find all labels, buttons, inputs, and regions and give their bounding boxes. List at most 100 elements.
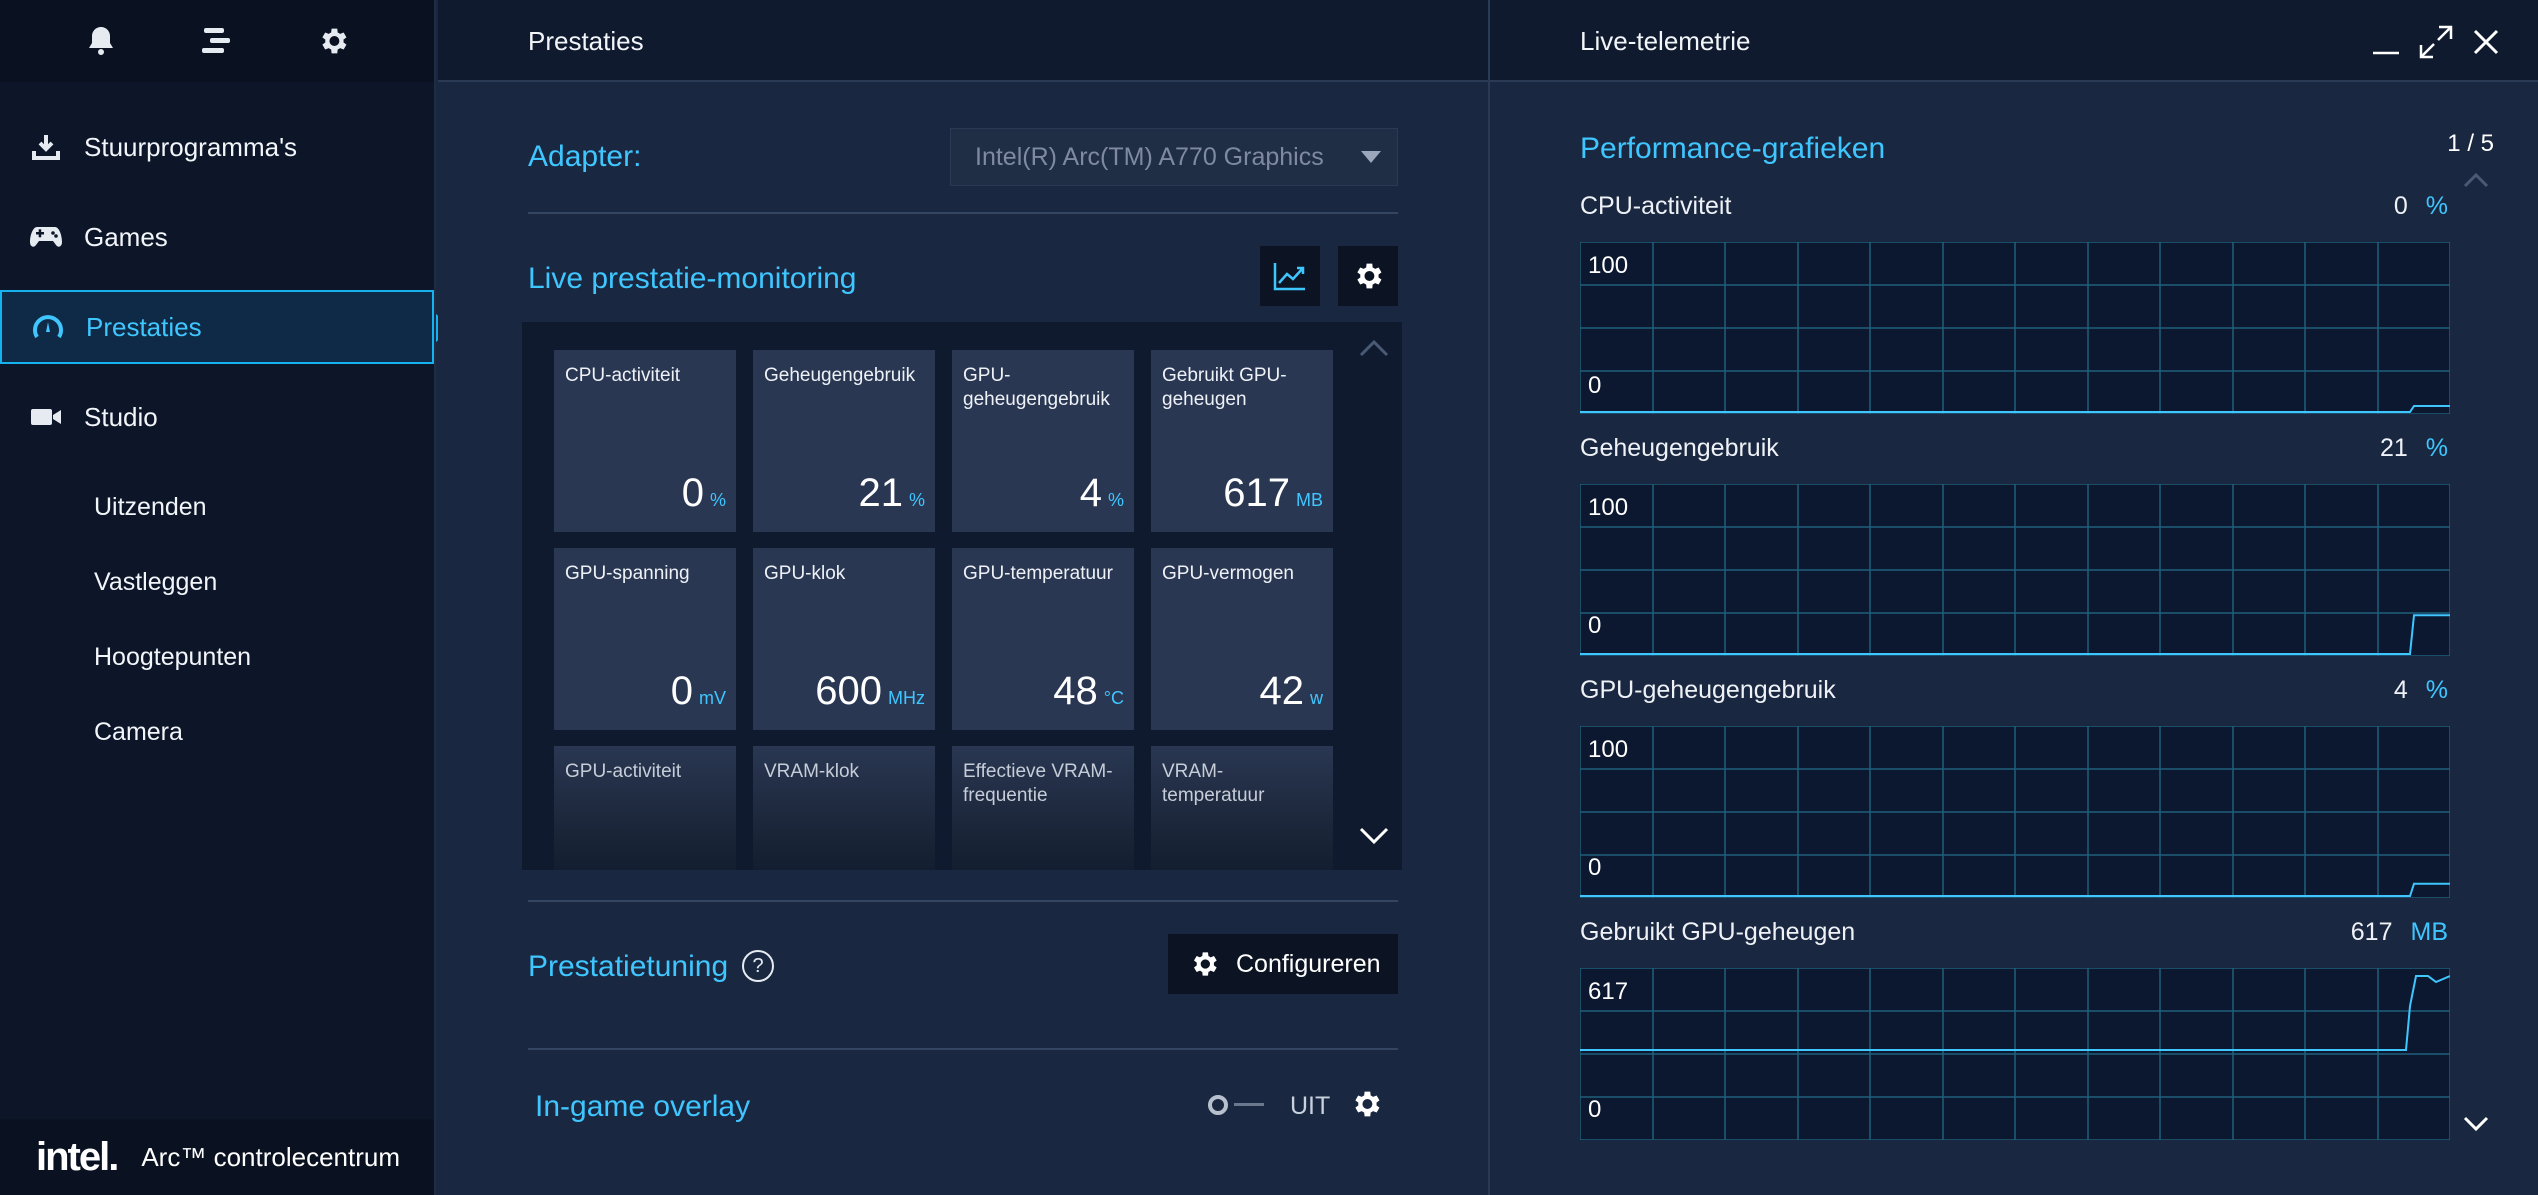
sidebar-item-camera[interactable]: Camera (94, 718, 183, 746)
graph-readout: 21% (2380, 434, 2448, 463)
tile-label: VRAM-klok (764, 761, 860, 782)
gear-icon (1357, 263, 1382, 289)
graphs-heading: Performance-grafieken (1580, 132, 1886, 165)
metric-tile-cpu-activity[interactable]: CPU-activiteit 0% (554, 350, 736, 532)
toggle-knob (1208, 1095, 1228, 1115)
sidebar-item-games[interactable]: Games (0, 200, 434, 274)
tile-value: 0 (681, 471, 704, 515)
trend-chart-icon (1273, 263, 1305, 291)
sidebar-item-label: Studio (84, 401, 158, 432)
expand-button[interactable] (2416, 22, 2456, 62)
scroll-down-button[interactable] (1356, 818, 1392, 854)
metric-tile-effective-vram-frequency[interactable]: Effectieve VRAM-frequentie (952, 746, 1134, 870)
sidebar-item-broadcast[interactable]: Uitzenden (94, 493, 207, 521)
graph-grid (1580, 242, 2450, 414)
chevron-down-icon (1359, 827, 1389, 845)
graphs-scroll-down-button[interactable] (2458, 1106, 2494, 1142)
tile-label: CPU-activiteit (565, 365, 681, 386)
tile-label: Gebruikt GPU-geheugen (1162, 365, 1287, 410)
metric-tile-vram-temperature[interactable]: VRAM-temperatuur (1151, 746, 1333, 870)
tile-unit: % (908, 490, 925, 510)
sidebar-item-label: Prestaties (86, 311, 202, 342)
graph-min-label: 0 (1588, 372, 1602, 399)
metric-tile-gpu-clock[interactable]: GPU-klok 600 MHz (753, 548, 935, 730)
chevron-down-icon (1361, 151, 1381, 163)
minimize-icon (2373, 51, 2399, 55)
menu-icon[interactable] (195, 19, 239, 63)
graph-value: 4 (2393, 676, 2408, 704)
tile-unit: MHz (888, 688, 925, 708)
expand-icon (2419, 25, 2453, 59)
gpu-memory-usage-graph: 100 0 (1580, 726, 2450, 898)
chart-view-button[interactable] (1260, 246, 1320, 306)
metric-tile-gpu-voltage[interactable]: GPU-spanning 0 mV (554, 548, 736, 730)
graph-value: 617 (2350, 918, 2393, 946)
metric-tile-gpu-memory-usage[interactable]: GPU-geheugengebruik 4% (952, 350, 1134, 532)
graph-unit: MB (2410, 918, 2449, 946)
metric-tile-vram-clock[interactable]: VRAM-klok (753, 746, 935, 870)
close-icon (2473, 29, 2499, 55)
divider (528, 212, 1398, 214)
bell-icon[interactable] (79, 19, 123, 63)
scroll-up-button[interactable] (1356, 330, 1392, 366)
tile-unit: MB (1296, 490, 1323, 510)
metric-tile-gpu-activity[interactable]: GPU-activiteit (554, 746, 736, 870)
graph-readout: 0% (2394, 192, 2448, 221)
sidebar-item-drivers[interactable]: Stuurprogramma's (0, 110, 434, 184)
page-indicator: 1 / 5 (2447, 130, 2494, 157)
configure-button[interactable]: Configureren (1168, 934, 1398, 994)
graph-label: Geheugengebruik (1580, 434, 1779, 462)
camera-video-icon (28, 399, 64, 435)
graph-value: 21 (2379, 434, 2408, 462)
graph-grid (1580, 726, 2450, 898)
adapter-dropdown[interactable]: Intel(R) Arc(TM) A770 Graphics (950, 128, 1398, 186)
download-icon (28, 129, 64, 165)
gear-icon (1188, 948, 1220, 980)
graph-grid (1580, 484, 2450, 656)
sidebar-item-highlights[interactable]: Hoogtepunten (94, 643, 252, 671)
tile-label: GPU-klok (764, 563, 846, 584)
tile-label: GPU-geheugengebruik (963, 365, 1110, 410)
metric-tile-gpu-power[interactable]: GPU-vermogen 42 w (1151, 548, 1333, 730)
overlay-settings-button[interactable] (1344, 1074, 1388, 1134)
tile-unit: °C (1103, 688, 1124, 708)
tile-label: GPU-activiteit (565, 761, 682, 782)
cpu-activity-graph: 100 0 (1580, 242, 2450, 414)
tile-label: Effectieve VRAM-frequentie (963, 761, 1113, 806)
app-name: Arc™ controlecentrum (141, 1141, 400, 1172)
divider (528, 900, 1398, 902)
sidebar-nav: Stuurprogramma's Games Prestaties Studio… (0, 110, 454, 770)
graphs-scroll-up-button[interactable] (2458, 162, 2494, 198)
sidebar-footer: intel. Arc™ controlecentrum (0, 1119, 434, 1195)
minimize-button[interactable] (2366, 22, 2406, 62)
graph-label: GPU-geheugengebruik (1580, 676, 1836, 704)
sidebar-item-performance[interactable]: Prestaties (0, 290, 454, 364)
tile-unit: % (709, 490, 726, 510)
graph-readout: 617 MB (2351, 918, 2448, 947)
adapter-label: Adapter: (528, 140, 642, 173)
tile-value: 48 (1053, 669, 1098, 713)
monitoring-settings-button[interactable] (1338, 246, 1398, 306)
graph-unit: % (2425, 676, 2448, 704)
help-icon[interactable]: ? (742, 950, 774, 982)
sidebar-item-capture[interactable]: Vastleggen (94, 568, 218, 596)
graph-unit: % (2425, 192, 2448, 220)
metric-tile-gpu-temperature[interactable]: GPU-temperatuur 48 °C (952, 548, 1134, 730)
metric-tile-used-gpu-memory[interactable]: Gebruikt GPU-geheugen 617 MB (1151, 350, 1333, 532)
tile-unit: w (1310, 688, 1323, 708)
sidebar-item-label: Stuurprogramma's (84, 131, 298, 162)
graph-label: Gebruikt GPU-geheugen (1580, 918, 1856, 946)
tuning-title: Prestatietuning (528, 950, 729, 983)
overlay-toggle[interactable] (1208, 1093, 1270, 1117)
gear-icon[interactable] (311, 19, 355, 63)
close-button[interactable] (2466, 22, 2506, 62)
graph-min-label: 0 (1588, 1096, 1602, 1123)
tile-unit: % (1107, 490, 1124, 510)
sidebar: Stuurprogramma's Games Prestaties Studio… (0, 0, 454, 1195)
graph-readout: 4% (2394, 676, 2448, 705)
graph-min-label: 0 (1588, 612, 1602, 639)
tile-value: 0 (670, 669, 693, 713)
sidebar-item-studio[interactable]: Studio (0, 380, 434, 454)
metric-tile-memory-usage[interactable]: Geheugengebruik 21% (753, 350, 935, 532)
graph-max-label: 617 (1588, 978, 1629, 1005)
